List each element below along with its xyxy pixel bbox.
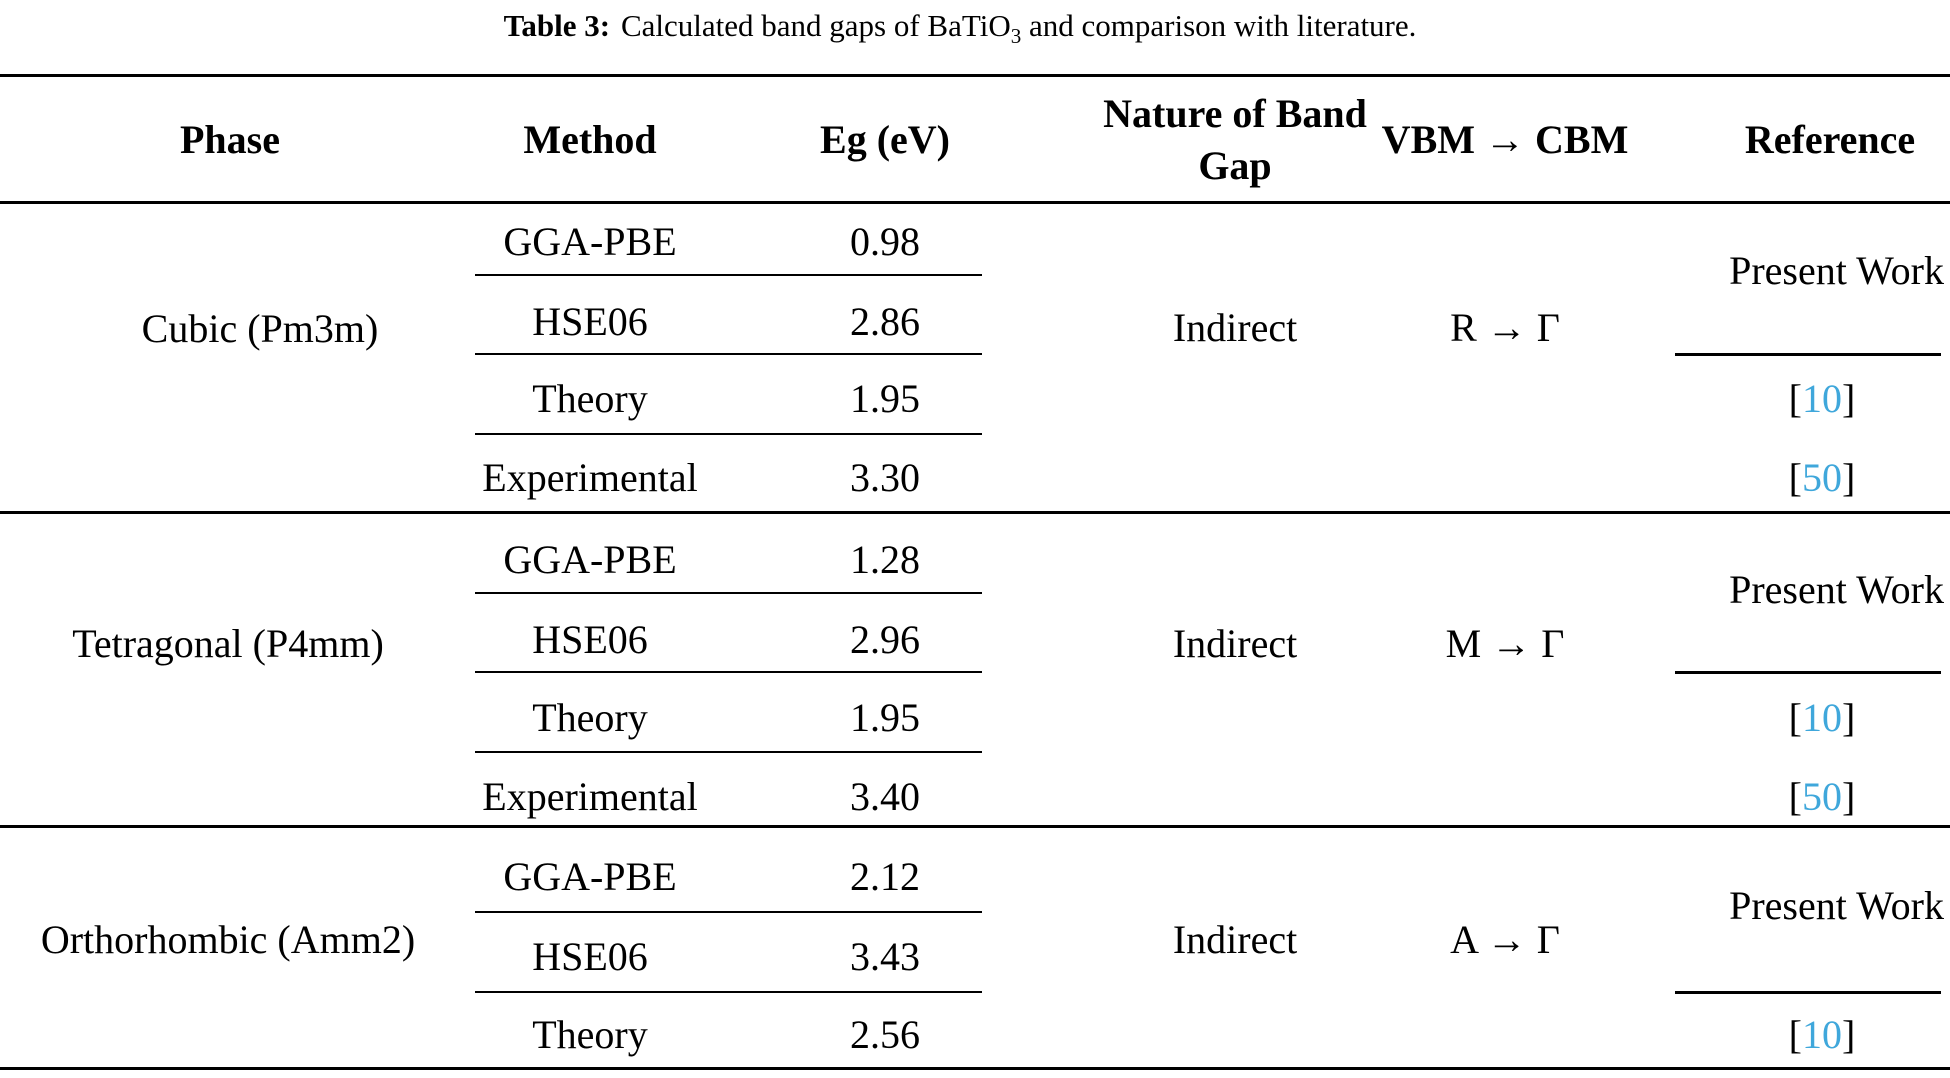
row-separator: [475, 433, 982, 435]
row-separator: [475, 671, 982, 673]
table-caption-text-b: and comparison with literature.: [1021, 8, 1417, 43]
method-cell: GGA-PBE: [503, 537, 677, 582]
present-work-label: Present Work: [1729, 883, 1944, 928]
row-separator: [475, 751, 982, 753]
table-rule-top: [0, 74, 1950, 77]
reference-underline: [1675, 991, 1941, 994]
citation-bracket-close: ]: [1842, 695, 1856, 740]
present-work-label: Present Work: [1729, 248, 1944, 293]
row-separator: [475, 911, 982, 913]
citation-link[interactable]: 50: [1802, 455, 1842, 500]
col-header-nature-line2: Gap: [1198, 143, 1272, 188]
citation-link[interactable]: 10: [1802, 376, 1842, 421]
reference-underline: [1675, 353, 1941, 356]
citation-link[interactable]: 10: [1802, 695, 1842, 740]
row-separator: [475, 991, 982, 993]
eg-cell: 1.95: [850, 376, 920, 421]
citation-bracket-open: [: [1788, 774, 1802, 819]
eg-cell: 3.30: [850, 455, 920, 500]
citation-link[interactable]: 50: [1802, 774, 1842, 819]
table-caption-number: Table 3:: [503, 8, 611, 43]
vbm-cbm-cell-orthorhombic: A → Γ: [1450, 917, 1560, 962]
vbm-cbm-cell-tetragonal: M → Γ: [1445, 621, 1565, 666]
method-cell: HSE06: [532, 299, 648, 344]
nature-cell-cubic: Indirect: [1172, 305, 1298, 350]
method-cell: GGA-PBE: [503, 219, 677, 264]
citation: [10]: [1789, 698, 1856, 738]
phase-label-cubic: Cubic (Pm3m): [141, 306, 379, 351]
col-header-phase: Phase: [180, 117, 280, 162]
citation: [10]: [1789, 1015, 1856, 1055]
citation: [50]: [1789, 458, 1856, 498]
eg-cell: 2.12: [850, 854, 920, 899]
eg-cell: 3.43: [850, 934, 920, 979]
method-cell: GGA-PBE: [503, 854, 677, 899]
row-separator: [475, 592, 982, 594]
eg-cell: 2.96: [850, 617, 920, 662]
citation-bracket-close: ]: [1842, 376, 1856, 421]
method-cell: Theory: [532, 695, 648, 740]
method-cell: HSE06: [532, 617, 648, 662]
eg-cell: 2.56: [850, 1012, 920, 1057]
col-header-reference: Reference: [1744, 117, 1916, 162]
phase-label-orthorhombic: Orthorhombic (Amm2): [40, 917, 416, 962]
reference-underline: [1675, 671, 1941, 674]
eg-cell: 2.86: [850, 299, 920, 344]
citation-link[interactable]: 10: [1802, 1012, 1842, 1057]
present-work-label: Present Work: [1729, 567, 1944, 612]
vbm-cbm-cell-cubic: R → Γ: [1450, 305, 1560, 350]
method-cell: Theory: [532, 376, 648, 421]
method-cell: HSE06: [532, 934, 648, 979]
phase-label-tetragonal: Tetragonal (P4mm): [72, 621, 384, 666]
nature-cell-orthorhombic: Indirect: [1172, 917, 1298, 962]
table-rule-section-1: [0, 511, 1950, 514]
table-rule-section-2: [0, 825, 1950, 828]
col-header-nature-line1: Nature of Band: [1103, 91, 1367, 136]
table-caption-text-a: Calculated band gaps of BaTiO: [620, 8, 1011, 43]
nature-cell-tetragonal: Indirect: [1172, 621, 1298, 666]
citation: [10]: [1789, 379, 1856, 419]
table-caption: Table 3: Calculated band gaps of BaTiO3 a…: [503, 8, 1417, 47]
row-separator: [475, 274, 982, 276]
col-header-eg: Eg (eV): [820, 117, 950, 162]
citation-bracket-close: ]: [1842, 774, 1856, 819]
method-cell: Theory: [532, 1012, 648, 1057]
eg-cell: 3.40: [850, 774, 920, 819]
method-cell: Experimental: [482, 455, 698, 500]
citation-bracket-open: [: [1788, 376, 1802, 421]
citation-bracket-open: [: [1788, 1012, 1802, 1057]
citation-bracket-open: [: [1788, 695, 1802, 740]
eg-cell: 1.95: [850, 695, 920, 740]
chemical-subscript: 3: [1010, 24, 1022, 49]
col-header-vbm-cbm: VBM → CBM: [1381, 117, 1629, 162]
citation: [50]: [1789, 777, 1856, 817]
row-separator: [475, 353, 982, 355]
col-header-nature-of-band-gap: Nature of Band Gap: [1103, 88, 1367, 192]
col-header-method: Method: [523, 117, 657, 162]
eg-cell: 1.28: [850, 537, 920, 582]
table-rule-header: [0, 201, 1950, 204]
citation-bracket-close: ]: [1842, 1012, 1856, 1057]
method-cell: Experimental: [482, 774, 698, 819]
table-rule-bottom: [0, 1067, 1950, 1070]
citation-bracket-close: ]: [1842, 455, 1856, 500]
eg-cell: 0.98: [850, 219, 920, 264]
citation-bracket-open: [: [1788, 455, 1802, 500]
